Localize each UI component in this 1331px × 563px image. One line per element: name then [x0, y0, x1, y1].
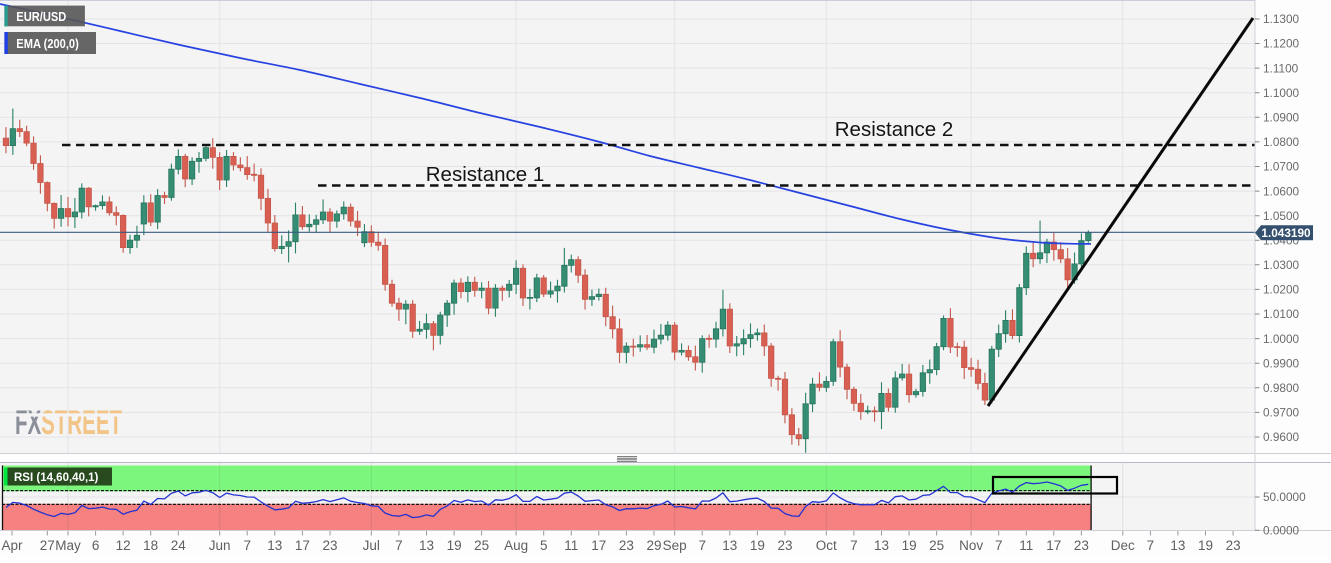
svg-text:1.1000: 1.1000: [1263, 86, 1300, 100]
svg-text:13: 13: [1170, 538, 1185, 553]
svg-text:Aug: Aug: [504, 538, 528, 553]
svg-text:5: 5: [540, 538, 548, 553]
svg-text:19: 19: [902, 538, 917, 553]
svg-text:13: 13: [874, 538, 889, 553]
svg-text:Resistance 1: Resistance 1: [426, 163, 545, 186]
svg-text:19: 19: [447, 538, 462, 553]
svg-text:0.9900: 0.9900: [1263, 356, 1300, 370]
svg-text:11: 11: [1019, 538, 1033, 553]
svg-text:Jul: Jul: [363, 538, 380, 553]
svg-text:1.1200: 1.1200: [1263, 37, 1300, 51]
svg-text:1.0900: 1.0900: [1263, 111, 1300, 125]
svg-text:1.0500: 1.0500: [1263, 209, 1300, 223]
svg-text:17: 17: [591, 538, 606, 553]
svg-text:17: 17: [295, 538, 310, 553]
svg-text:Oct: Oct: [816, 538, 837, 553]
svg-text:1.0600: 1.0600: [1263, 184, 1300, 198]
svg-text:19: 19: [750, 538, 765, 553]
svg-text:7: 7: [850, 538, 858, 553]
svg-text:50.0000: 50.0000: [1263, 490, 1306, 504]
svg-text:11: 11: [564, 538, 578, 553]
svg-text:1.0700: 1.0700: [1263, 160, 1300, 174]
svg-text:29: 29: [646, 538, 661, 553]
svg-text:1.1100: 1.1100: [1263, 61, 1299, 75]
svg-text:1.0000: 1.0000: [1263, 332, 1300, 346]
svg-text:23: 23: [322, 538, 337, 553]
svg-text:19: 19: [1198, 538, 1213, 553]
svg-text:7: 7: [698, 538, 706, 553]
svg-text:Sep: Sep: [663, 538, 687, 553]
svg-text:23: 23: [619, 538, 634, 553]
svg-text:1.043190: 1.043190: [1261, 226, 1311, 240]
svg-text:18: 18: [143, 538, 158, 553]
svg-text:0.9800: 0.9800: [1263, 381, 1300, 395]
svg-text:FXSTREET: FXSTREET: [15, 404, 122, 442]
svg-text:0.0000: 0.0000: [1263, 523, 1300, 537]
svg-text:24: 24: [171, 538, 187, 553]
svg-text:12: 12: [116, 538, 131, 553]
svg-text:0.9700: 0.9700: [1263, 406, 1300, 420]
svg-text:25: 25: [474, 538, 489, 553]
svg-text:17: 17: [1046, 538, 1061, 553]
svg-text:May: May: [55, 538, 81, 553]
svg-text:7: 7: [395, 538, 403, 553]
svg-text:23: 23: [1074, 538, 1089, 553]
svg-text:13: 13: [419, 538, 434, 553]
svg-text:1.0200: 1.0200: [1263, 283, 1300, 297]
svg-text:7: 7: [995, 538, 1003, 553]
svg-text:EUR/USD: EUR/USD: [16, 10, 66, 24]
svg-text:25: 25: [929, 538, 944, 553]
svg-text:1.1300: 1.1300: [1263, 12, 1300, 26]
svg-text:Nov: Nov: [959, 538, 983, 553]
svg-text:13: 13: [722, 538, 737, 553]
svg-text:0.9600: 0.9600: [1263, 430, 1300, 444]
svg-text:6: 6: [92, 538, 100, 553]
svg-text:23: 23: [1226, 538, 1241, 553]
svg-text:1.0100: 1.0100: [1263, 307, 1300, 321]
svg-text:27: 27: [40, 538, 55, 553]
svg-text:Dec: Dec: [1111, 538, 1135, 553]
svg-text:Resistance 2: Resistance 2: [835, 118, 954, 141]
svg-text:23: 23: [777, 538, 792, 553]
svg-text:7: 7: [1147, 538, 1155, 553]
svg-text:Jun: Jun: [209, 538, 231, 553]
svg-text:RSI (14,60,40,1): RSI (14,60,40,1): [14, 472, 99, 484]
svg-text:7: 7: [243, 538, 251, 553]
svg-text:1.0800: 1.0800: [1263, 135, 1300, 149]
svg-text:Apr: Apr: [1, 538, 23, 553]
svg-text:1.0300: 1.0300: [1263, 258, 1300, 272]
svg-text:13: 13: [267, 538, 282, 553]
svg-text:EMA (200,0): EMA (200,0): [16, 37, 79, 51]
